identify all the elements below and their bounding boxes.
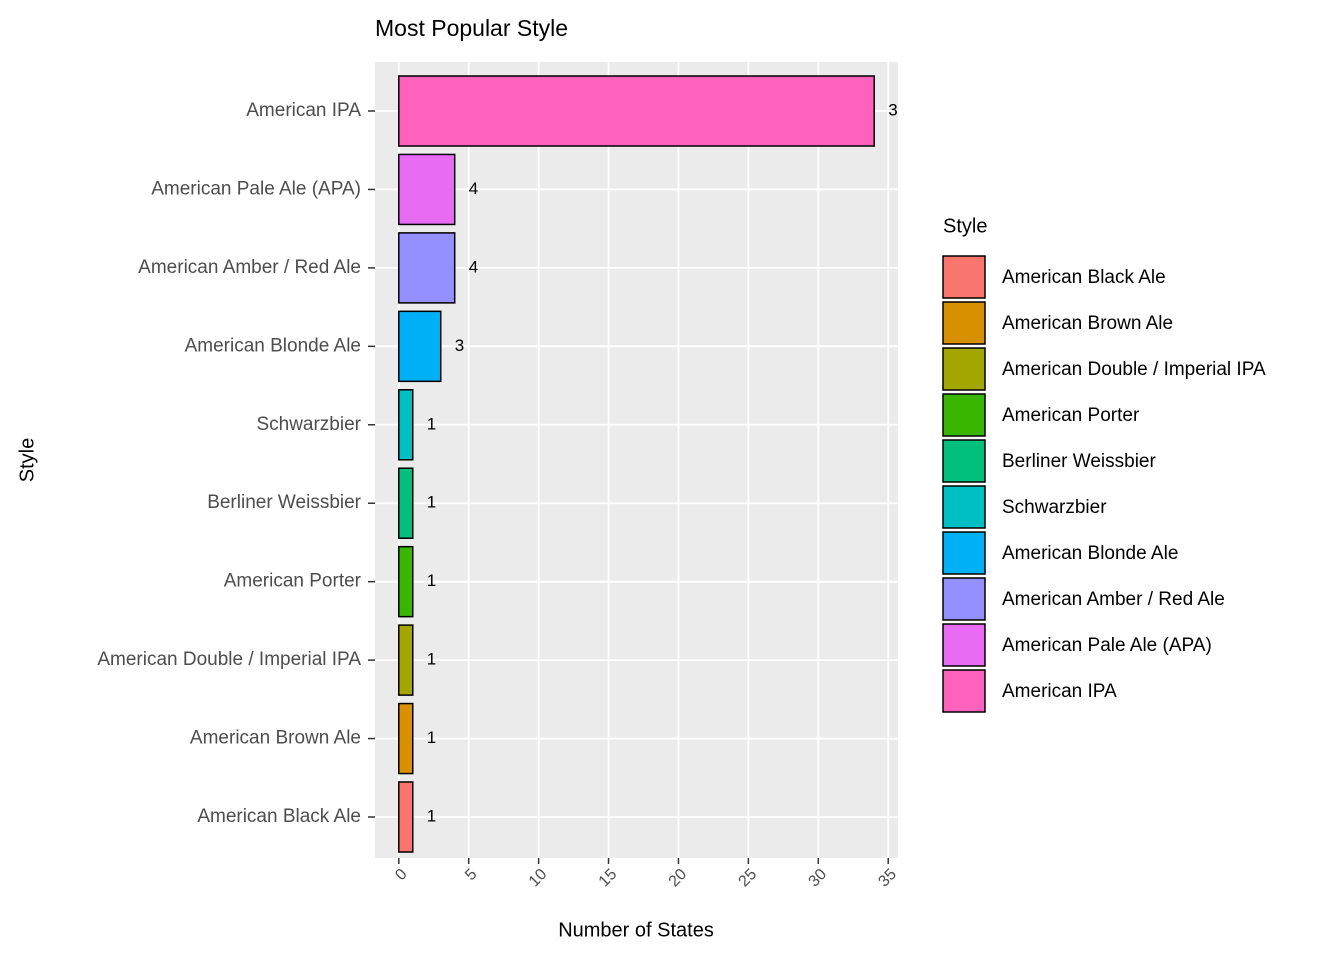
legend-key [942, 347, 986, 391]
legend-key [942, 669, 986, 713]
y-tick-label: American IPA [246, 100, 361, 121]
data-label: 1 [427, 650, 436, 669]
data-label: 1 [427, 806, 436, 825]
x-tick-label: 5 [462, 866, 480, 884]
x-tick-label: 15 [596, 866, 621, 891]
x-tick-label: 35 [875, 866, 900, 891]
x-tick-label: 30 [805, 866, 830, 891]
legend-key [942, 623, 986, 667]
panel [375, 62, 898, 858]
legend-label: American Blonde Ale [1002, 543, 1178, 564]
bar [398, 545, 414, 618]
data-label: 3 [455, 336, 464, 355]
bar [398, 232, 456, 304]
legend-key [942, 301, 986, 345]
legend-label: American Double / Imperial IPA [1002, 359, 1266, 380]
y-tick-label: Schwarzbier [256, 414, 361, 435]
data-label: 1 [427, 728, 436, 747]
data-label: 1 [427, 493, 436, 512]
bar [398, 75, 875, 147]
y-tick-label: American Brown Ale [190, 728, 361, 749]
legend-label: Berliner Weissbier [1002, 451, 1156, 472]
legend-label: American Porter [1002, 405, 1140, 426]
data-label: 34 [888, 100, 907, 119]
bar [398, 389, 414, 461]
bar [398, 153, 456, 226]
y-tick-label: American Pale Ale (APA) [151, 178, 361, 199]
legend-key [942, 393, 986, 437]
data-label: 4 [469, 257, 478, 276]
x-tick-label: 10 [526, 866, 551, 891]
legend-key [942, 439, 986, 483]
legend-label: Schwarzbier [1002, 497, 1107, 518]
chart-title: Most Popular Style [375, 15, 568, 41]
y-tick-label: American Blonde Ale [185, 335, 361, 356]
y-tick-label: American Double / Imperial IPA [97, 649, 361, 670]
y-axis-title: Style [16, 438, 38, 482]
legend-label: American Black Ale [1002, 267, 1166, 288]
x-tick-label: 20 [666, 866, 691, 891]
legend-label: American IPA [1002, 681, 1117, 702]
legend-label: American Amber / Red Ale [1002, 589, 1225, 610]
x-tick-label: 0 [392, 866, 410, 884]
data-label: 1 [427, 571, 436, 590]
legend-key [942, 531, 986, 575]
bar [398, 702, 414, 775]
legend-label: American Brown Ale [1002, 313, 1173, 334]
y-tick-label: American Black Ale [197, 806, 361, 827]
x-tick-label: 25 [736, 866, 761, 891]
data-label: 4 [469, 179, 478, 198]
legend-key [942, 255, 986, 299]
data-label: 1 [427, 414, 436, 433]
y-tick-label: American Amber / Red Ale [138, 257, 361, 278]
bar [398, 624, 414, 696]
bar [398, 467, 414, 539]
x-axis-title: Number of States [558, 919, 714, 941]
legend-key [942, 577, 986, 621]
y-tick-label: Berliner Weissbier [207, 492, 361, 513]
legend-key [942, 485, 986, 529]
bar [398, 310, 442, 383]
bar [398, 781, 414, 853]
legend-label: American Pale Ale (APA) [1002, 635, 1212, 656]
legend-title: Style [943, 215, 987, 237]
y-tick-label: American Porter [224, 571, 362, 592]
